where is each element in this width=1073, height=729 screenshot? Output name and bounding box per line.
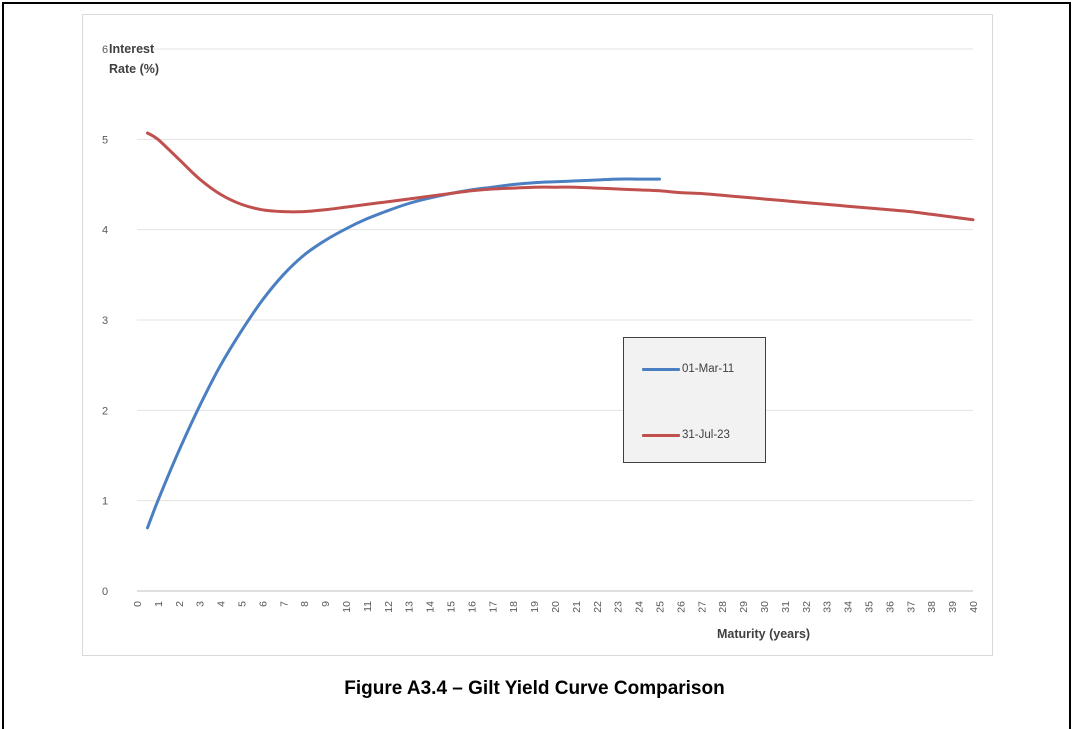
- x-tick-label-24: 24: [634, 601, 646, 613]
- x-tick-label-8: 8: [299, 601, 311, 607]
- legend-label-series-1: 01-Mar-11: [682, 363, 735, 375]
- x-tick-label-30: 30: [759, 601, 771, 613]
- x-tick-label-2: 2: [174, 601, 186, 607]
- chart-legend: 01-Mar-11 31-Jul-23: [623, 337, 766, 463]
- x-tick-label-0: 0: [132, 601, 144, 607]
- x-axis-label: Maturity (years): [717, 627, 811, 641]
- x-tick-label-10: 10: [341, 601, 353, 613]
- x-tick-label-18: 18: [508, 601, 520, 613]
- x-tick-label-16: 16: [466, 601, 478, 613]
- figure-caption: Figure A3.4 – Gilt Yield Curve Compariso…: [344, 678, 725, 699]
- x-tick-label-31: 31: [780, 601, 792, 613]
- x-tick-label-28: 28: [717, 601, 729, 613]
- x-tick-label-3: 3: [195, 601, 207, 607]
- x-tick-label-29: 29: [738, 601, 750, 613]
- x-tick-label-37: 37: [905, 601, 917, 613]
- x-tick-label-39: 39: [947, 601, 959, 613]
- x-tick-label-17: 17: [487, 601, 499, 613]
- legend-item-series-1: 01-Mar-11: [642, 361, 734, 377]
- x-tick-label-6: 6: [257, 601, 269, 607]
- x-tick-label-38: 38: [926, 601, 938, 613]
- x-tick-label-27: 27: [696, 601, 708, 613]
- x-tick-label-40: 40: [968, 601, 980, 613]
- legend-label-series-2: 31-Jul-23: [682, 429, 730, 441]
- x-tick-label-33: 33: [822, 601, 834, 613]
- x-tick-label-11: 11: [362, 601, 374, 612]
- y-tick-label-2: 2: [102, 405, 108, 417]
- y-tick-label-6: 6: [102, 44, 108, 56]
- legend-item-series-2: 31-Jul-23: [642, 427, 730, 443]
- x-tick-label-34: 34: [843, 601, 855, 613]
- x-tick-label-23: 23: [613, 601, 625, 613]
- x-tick-label-7: 7: [278, 601, 290, 607]
- x-tick-label-4: 4: [216, 601, 228, 607]
- y-axis-label: Interest Rate (%): [109, 42, 160, 76]
- x-tick-label-13: 13: [404, 601, 416, 613]
- x-tick-label-21: 21: [571, 601, 583, 613]
- x-tick-label-32: 32: [801, 601, 813, 613]
- y-tick-label-5: 5: [102, 134, 108, 146]
- legend-swatch-series-1: [642, 367, 680, 371]
- series-line-2: [146, 131, 975, 222]
- x-tick-label-9: 9: [320, 601, 332, 607]
- x-tick-label-25: 25: [655, 601, 667, 613]
- x-tick-label-5: 5: [237, 601, 249, 607]
- y-tick-label-3: 3: [102, 315, 108, 327]
- x-tick-label-14: 14: [425, 601, 437, 613]
- legend-swatch-series-2: [642, 433, 680, 437]
- x-tick-label-35: 35: [864, 601, 876, 613]
- y-tick-label-4: 4: [102, 225, 108, 237]
- series-line-1: [146, 177, 661, 530]
- y-tick-label-1: 1: [102, 496, 108, 508]
- chart-area: 0 1 2 3 4 5 6 0 1 2 3 4 5 6 7 8 9 10 11 12 13 14 15 16 17 18 19 20 2…: [82, 14, 993, 656]
- x-tick-label-26: 26: [675, 601, 687, 613]
- y-tick-label-0: 0: [102, 586, 108, 598]
- x-tick-label-1: 1: [153, 601, 165, 607]
- x-tick-label-22: 22: [592, 601, 604, 613]
- x-tick-label-15: 15: [446, 601, 458, 613]
- x-tick-label-36: 36: [884, 601, 896, 613]
- x-tick-label-20: 20: [550, 601, 562, 613]
- x-tick-label-12: 12: [383, 601, 395, 613]
- x-tick-label-19: 19: [529, 601, 541, 613]
